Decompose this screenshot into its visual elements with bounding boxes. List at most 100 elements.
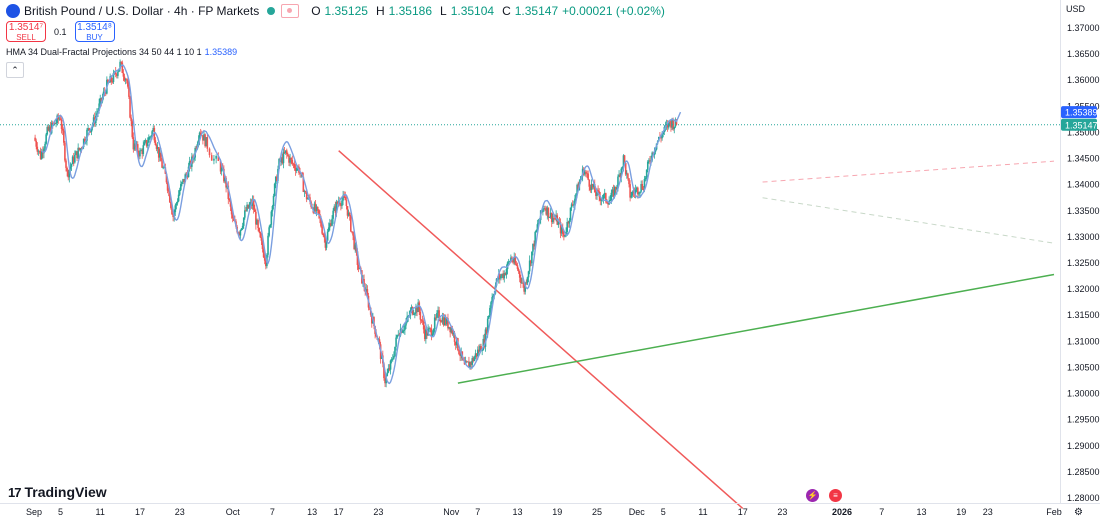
trendlines[interactable] — [338, 150, 1055, 510]
sell-button[interactable]: 1.3514⁷ SELL — [6, 21, 46, 42]
candle-body — [285, 150, 288, 155]
candle-body — [124, 79, 127, 81]
candle-body — [121, 62, 124, 73]
candle-body — [484, 329, 487, 347]
candle-body — [616, 188, 618, 190]
candle-body — [322, 233, 325, 236]
candle-body — [453, 332, 456, 342]
price-axis[interactable]: 1.370001.365001.360001.355001.350001.345… — [1067, 23, 1100, 503]
time-axis[interactable]: Sep 5 11 17 23 Oct 7 13 17 23 Nov 7 13 19 25 Dec 5 11 17 23… — [26, 507, 1062, 517]
visibility-icon[interactable] — [281, 4, 300, 18]
candle-body — [599, 196, 602, 201]
candle-body — [611, 189, 614, 193]
candle-body — [155, 145, 158, 149]
candle-body — [343, 195, 345, 197]
sell-label: SELL — [16, 33, 36, 42]
candle-body — [175, 203, 178, 206]
candle-body — [563, 233, 565, 237]
low-label: L — [440, 4, 447, 18]
time-tick-label: 25 — [592, 507, 602, 517]
candle-body — [77, 147, 79, 159]
candle-body — [508, 261, 511, 263]
candle-body — [585, 171, 587, 174]
candle-body — [195, 147, 198, 149]
chevron-up-icon[interactable]: ⌃ — [6, 62, 24, 78]
time-tick-label: 19 — [956, 507, 966, 517]
lightning-icon[interactable]: ⚡ — [806, 489, 819, 502]
trendline-1[interactable] — [457, 273, 1055, 384]
time-tick-label: 11 — [96, 507, 105, 517]
candle-body — [65, 160, 67, 168]
time-tick-label: 13 — [917, 507, 927, 517]
candle-body — [642, 188, 645, 191]
candle-body — [136, 144, 139, 153]
currency-label[interactable]: USD — [1066, 4, 1086, 14]
candle-body — [488, 315, 490, 319]
candle-body — [204, 134, 206, 147]
candle-body — [426, 329, 428, 336]
candle-body — [157, 147, 160, 158]
candle-body — [542, 209, 544, 213]
candle-body — [431, 333, 434, 337]
symbol-title[interactable]: British Pound / U.S. Dollar · 4h · FP Ma… — [24, 4, 260, 18]
candle-body — [471, 358, 474, 365]
candle-body — [338, 201, 341, 205]
trendline-2[interactable] — [762, 160, 1055, 183]
candle-body — [231, 214, 234, 219]
candle-body — [170, 202, 172, 208]
candle-body — [238, 232, 241, 236]
buy-label: BUY — [86, 33, 103, 42]
candle-body — [632, 191, 635, 193]
candle-body — [612, 189, 615, 197]
gear-icon[interactable]: ⚙ — [1074, 507, 1083, 518]
candle-body — [260, 237, 263, 241]
logo-text: TradingView — [24, 484, 107, 500]
candle-body — [605, 193, 607, 202]
trendline-3[interactable] — [762, 197, 1055, 244]
candle-body — [448, 326, 450, 329]
candle-body — [569, 207, 572, 221]
candle-body — [546, 207, 549, 215]
candle-body — [78, 147, 81, 150]
candle-body — [516, 265, 519, 269]
us-flag-icon[interactable]: ≡ — [829, 489, 842, 502]
price-tick-label: 1.30500 — [1067, 362, 1100, 372]
candle-body — [564, 235, 566, 237]
candle-body — [473, 357, 476, 361]
candle-body — [288, 156, 290, 163]
candle-body — [251, 200, 254, 206]
buy-price: 1.3514⁸ — [77, 22, 112, 33]
candle-body — [397, 334, 400, 336]
candle-body — [618, 174, 620, 177]
hma-price-tag: 1.35389 — [1065, 108, 1098, 118]
candle-body — [336, 201, 339, 204]
candle-body — [99, 98, 102, 104]
indicator-legend[interactable]: HMA 34 Dual-Fractal Projections 34 50 44… — [6, 47, 237, 57]
candle-body — [184, 174, 187, 182]
trendline-0[interactable] — [338, 150, 744, 510]
candle-body — [252, 200, 255, 210]
candle-body — [282, 151, 285, 164]
candle-body — [193, 157, 195, 160]
candle-body — [39, 151, 42, 159]
candle-body — [146, 142, 149, 146]
candle-body — [481, 350, 483, 352]
candle-body — [609, 199, 612, 202]
candle-body — [441, 317, 444, 323]
candle-body — [225, 177, 227, 188]
candle-body — [325, 240, 328, 248]
candle-body — [554, 218, 556, 220]
candle-body — [428, 328, 430, 330]
candle-body — [394, 346, 396, 356]
candle-body — [401, 330, 404, 333]
candle-body — [228, 198, 231, 200]
buy-button[interactable]: 1.3514⁸ BUY — [74, 21, 115, 42]
price-tick-label: 1.28000 — [1067, 493, 1100, 503]
candle-body — [163, 167, 166, 169]
candle-body — [648, 160, 650, 162]
candle-body — [447, 318, 449, 329]
candle-body — [40, 151, 43, 159]
tradingview-logo[interactable]: 17 TradingView — [8, 484, 107, 500]
candle-body — [391, 358, 394, 360]
